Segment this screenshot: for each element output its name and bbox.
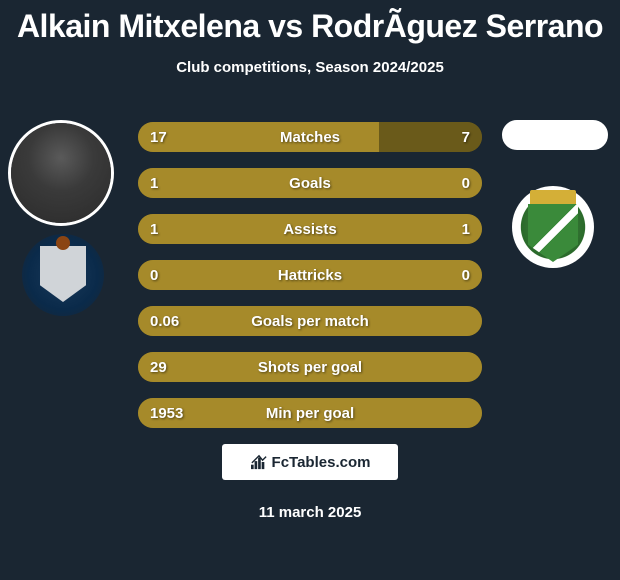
stat-label: Goals bbox=[138, 175, 482, 192]
stat-row: 17Matches7 bbox=[138, 122, 482, 152]
stat-label: Assists bbox=[138, 221, 482, 238]
stat-label: Matches bbox=[138, 129, 482, 146]
stat-row: 1Assists1 bbox=[138, 214, 482, 244]
comparison-card: Alkain Mitxelena vs RodrÃ­guez Serrano C… bbox=[0, 0, 620, 580]
stat-label: Goals per match bbox=[138, 313, 482, 330]
brand-icon bbox=[250, 454, 268, 470]
brand-badge[interactable]: FcTables.com bbox=[222, 444, 398, 480]
vs-text: vs bbox=[260, 8, 311, 44]
stats-panel: 17Matches71Goals01Assists10Hattricks00.0… bbox=[138, 122, 482, 444]
stat-row: 1953Min per goal bbox=[138, 398, 482, 428]
player1-avatar-image bbox=[11, 123, 111, 223]
subtitle: Club competitions, Season 2024/2025 bbox=[0, 59, 620, 76]
stat-row: 0.06Goals per match bbox=[138, 306, 482, 336]
player1-name: Alkain Mitxelena bbox=[17, 8, 260, 44]
stat-row: 0Hattricks0 bbox=[138, 260, 482, 290]
stat-label: Min per goal bbox=[138, 405, 482, 422]
footer-date: 11 march 2025 bbox=[0, 504, 620, 521]
player1-club-logo bbox=[22, 234, 104, 316]
stat-label: Shots per goal bbox=[138, 359, 482, 376]
left-player-block bbox=[8, 120, 118, 316]
player1-avatar bbox=[8, 120, 114, 226]
stat-value-right: 0 bbox=[462, 267, 470, 284]
stat-value-right: 7 bbox=[462, 129, 470, 146]
stat-value-right: 1 bbox=[462, 221, 470, 238]
right-player-block bbox=[502, 120, 612, 268]
page-title: Alkain Mitxelena vs RodrÃ­guez Serrano bbox=[0, 0, 620, 45]
stat-row: 29Shots per goal bbox=[138, 352, 482, 382]
player2-name: RodrÃ­guez Serrano bbox=[311, 8, 603, 44]
stat-row: 1Goals0 bbox=[138, 168, 482, 198]
stat-value-right: 0 bbox=[462, 175, 470, 192]
player2-avatar bbox=[502, 120, 608, 150]
player2-club-logo bbox=[512, 186, 594, 268]
stat-label: Hattricks bbox=[138, 267, 482, 284]
brand-text: FcTables.com bbox=[272, 454, 371, 471]
